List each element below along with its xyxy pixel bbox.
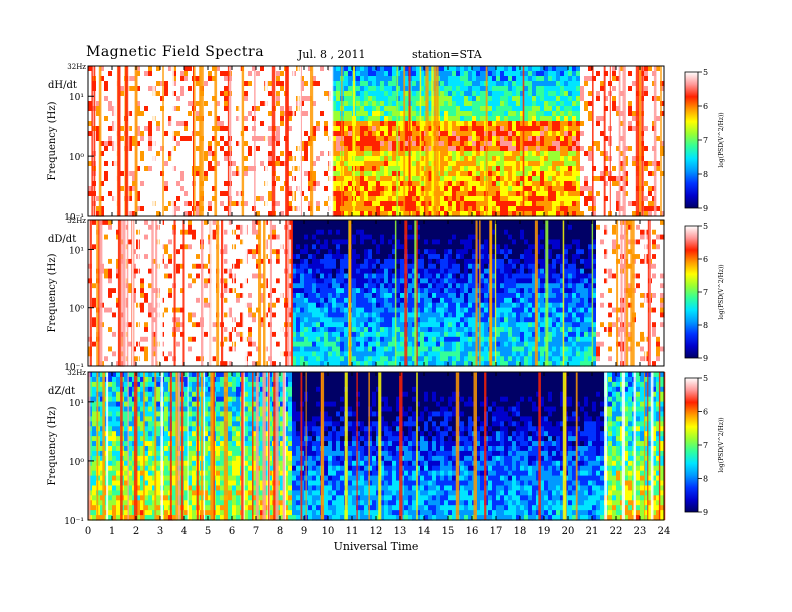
colorbar-tick-label: 7	[703, 441, 708, 450]
x-tick-label: 17	[490, 526, 503, 537]
y-tick-label: 10¹	[69, 93, 84, 103]
y-tick-label: 10⁻¹	[64, 363, 84, 373]
colorbar-tick-label: 8	[703, 475, 708, 484]
x-tick-label: 3	[157, 526, 163, 537]
colorbar-tick-label: 7	[703, 136, 708, 145]
top-frequency-label: 32Hz	[67, 217, 86, 225]
colorbar-label: log(PSD(V^2/Hz))	[718, 417, 725, 472]
colorbar	[684, 225, 699, 359]
x-axis-label: Universal Time	[334, 540, 419, 553]
y-tick-label: 10¹	[69, 246, 84, 256]
x-tick-label: 16	[466, 526, 479, 537]
spectrogram-panel-3: 10¹ 10⁰ 10⁻¹ 32Hz dZ/dt Frequency (Hz) 9 8 7 6 5 lo…	[47, 369, 725, 553]
x-tick-label: 0	[85, 526, 91, 537]
component-label: dH/dt	[48, 80, 77, 91]
station-label: station=STA	[412, 48, 482, 61]
colorbar-tick-label: 6	[703, 255, 708, 264]
x-tick-label: 18	[514, 526, 527, 537]
y-axis-label: Frequency (Hz)	[47, 406, 58, 485]
x-tick-label: 21	[586, 526, 599, 537]
x-tick-label: 9	[301, 526, 307, 537]
colorbar-tick-label: 8	[703, 170, 708, 179]
figure-title: Magnetic Field Spectra	[86, 44, 265, 60]
colorbar-tick-label: 8	[703, 321, 708, 330]
date-label: Jul. 8 , 2011	[298, 48, 366, 61]
colorbar-label: log(PSD(V^2/Hz))	[718, 264, 725, 319]
x-tick-label: 6	[229, 526, 235, 537]
colorbar	[684, 71, 699, 209]
x-tick-label: 10	[322, 526, 335, 537]
x-tick-label: 22	[610, 526, 623, 537]
colorbar-tick-label: 7	[703, 288, 708, 297]
x-tick-label: 20	[562, 526, 575, 537]
x-tick-label: 24	[658, 526, 671, 537]
x-tick-label: 15	[442, 526, 455, 537]
colorbar-tick-label: 5	[703, 374, 708, 383]
y-axis-label: Frequency (Hz)	[47, 253, 58, 332]
y-tick-label: 10⁰	[69, 458, 84, 468]
colorbar-label: log(PSD(V^2/Hz))	[718, 112, 725, 167]
x-tick-label: 13	[394, 526, 407, 537]
colorbar-tick-label: 9	[703, 354, 708, 363]
y-tick-label: 10⁻¹	[64, 517, 84, 527]
colorbar-tick-label: 6	[703, 102, 708, 111]
x-tick-label: 5	[205, 526, 211, 537]
colorbar	[684, 377, 699, 513]
colorbar-tick-label: 5	[703, 222, 708, 231]
x-tick-label: 23	[634, 526, 647, 537]
component-label: dD/dt	[48, 234, 76, 245]
x-tick-label: 11	[346, 526, 359, 537]
y-tick-label: 10⁰	[69, 305, 84, 315]
top-frequency-label: 32Hz	[67, 369, 86, 377]
y-tick-label: 10¹	[69, 399, 84, 409]
colorbar-tick-label: 6	[703, 408, 708, 417]
colorbar-tick-label: 5	[703, 68, 708, 77]
y-axis-label: Frequency (Hz)	[47, 101, 58, 180]
x-tick-label: 12	[370, 526, 383, 537]
x-tick-label: 2	[133, 526, 139, 537]
spectrogram-panel-2: 10¹ 10⁰ 10⁻¹ 32Hz dD/dt Frequency (Hz) 9 8 7 6 5 lo…	[47, 217, 725, 373]
colorbar-tick-label: 9	[703, 508, 708, 517]
component-label: dZ/dt	[48, 386, 75, 397]
colorbar-tick-label: 9	[703, 204, 708, 213]
x-tick-label: 8	[277, 526, 283, 537]
x-tick-label: 1	[109, 526, 115, 537]
x-tick-label: 14	[418, 526, 431, 537]
y-tick-label: 10⁻¹	[64, 213, 84, 223]
x-tick-label: 19	[538, 526, 551, 537]
y-tick-label: 10⁰	[69, 153, 84, 163]
top-frequency-label: 32Hz	[67, 63, 86, 71]
x-tick-label: 4	[181, 526, 187, 537]
x-tick-label: 7	[253, 526, 259, 537]
